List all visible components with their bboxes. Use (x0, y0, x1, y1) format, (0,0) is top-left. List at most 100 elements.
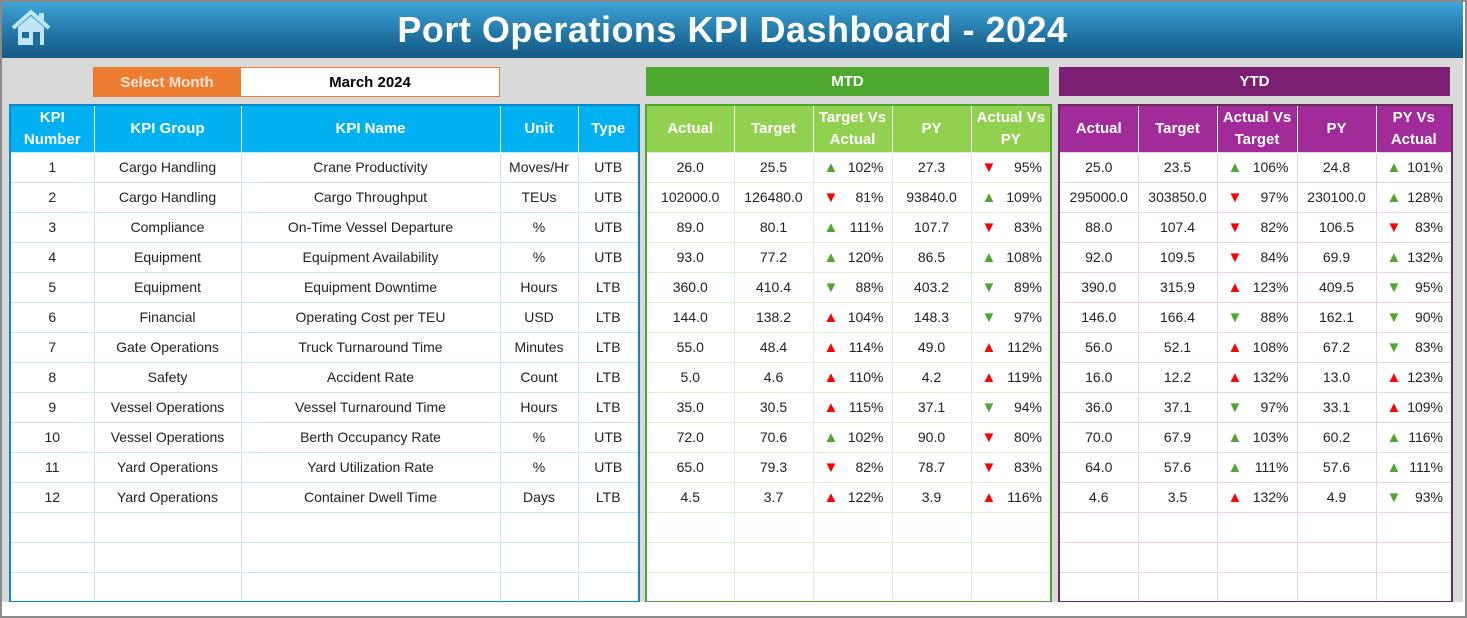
comparison-cell: ▲ 104% (812, 301, 893, 333)
table-row: 88.0 107.4 ▼ 82% 106.5 ▼ 83% (1058, 211, 1453, 243)
kpi-group-cell: Yard Operations (93, 481, 242, 513)
value-cell: 57.6 (1137, 451, 1218, 483)
percent-value: 120% (847, 249, 884, 265)
column-header: Type (578, 105, 640, 152)
month-dropdown[interactable]: March 2024 (240, 67, 500, 97)
value-cell: 48.4 (733, 331, 814, 363)
empty-cell (93, 511, 242, 543)
kpi-num-cell: 5 (9, 271, 95, 303)
empty-cell (812, 541, 893, 573)
value-cell: 35.0 (645, 391, 735, 423)
percent-value: 83% (1013, 459, 1042, 475)
kpi-type-cell: LTB (577, 391, 640, 423)
table-row: 92.0 109.5 ▼ 84% 69.9 ▲ 132% (1058, 241, 1453, 273)
triangle-up-icon: ▲ (1386, 248, 1402, 266)
value-cell: 4.5 (645, 481, 735, 513)
empty-cell (1296, 511, 1377, 543)
kpi-unit-cell: % (499, 451, 579, 483)
kpi-group-cell: Compliance (93, 211, 242, 243)
triangle-up-icon: ▲ (1386, 458, 1402, 476)
value-cell: 13.0 (1296, 361, 1377, 393)
column-header: Actual Vs Target (1217, 105, 1298, 152)
value-cell: 80.1 (733, 211, 814, 243)
comparison-cell: ▼ 82% (812, 451, 893, 483)
percent-value: 80% (1013, 429, 1042, 445)
kpi-unit-cell: Moves/Hr (499, 151, 579, 183)
percent-value: 114% (848, 339, 884, 355)
percent-value: 132% (1407, 249, 1443, 265)
comparison-cell: ▲ 116% (1375, 421, 1453, 453)
triangle-up-icon: ▲ (1227, 158, 1243, 176)
triangle-up-icon: ▲ (823, 398, 839, 416)
column-header: Actual (1059, 105, 1139, 152)
value-cell: 107.7 (891, 211, 972, 243)
percent-value: 115% (848, 399, 884, 415)
percent-value: 111% (1409, 459, 1443, 475)
value-cell: 65.0 (645, 451, 735, 483)
title-bar: Port Operations KPI Dashboard - 2024 (2, 2, 1463, 58)
percent-value: 97% (1013, 309, 1042, 325)
triangle-up-icon: ▲ (823, 488, 839, 506)
kpi-info-table: KPI Number KPI Group KPI Name Unit Type 1 Carg… (9, 104, 640, 603)
column-header: PY (1297, 105, 1377, 152)
empty-row (1058, 571, 1453, 603)
kpi-type-cell: UTB (577, 241, 640, 273)
empty-row (645, 511, 1052, 543)
comparison-cell: ▼ 95% (970, 151, 1052, 183)
home-icon[interactable] (10, 8, 52, 48)
empty-cell (9, 571, 95, 603)
table-row: 70.0 67.9 ▲ 103% 60.2 ▲ 116% (1058, 421, 1453, 453)
table-row: 9 Vessel Operations Vessel Turnaround Time… (9, 391, 640, 423)
value-cell: 30.5 (733, 391, 814, 423)
table-row: 65.0 79.3 ▼ 82% 78.7 ▼ 83% (645, 451, 1052, 483)
percent-value: 102% (847, 429, 884, 445)
value-cell: 37.1 (891, 391, 972, 423)
triangle-down-icon: ▼ (981, 158, 997, 176)
table-row: 6 Financial Operating Cost per TEU USD LTB (9, 301, 640, 333)
value-cell: 390.0 (1058, 271, 1139, 303)
triangle-up-icon: ▲ (1386, 188, 1402, 206)
empty-cell (812, 511, 893, 543)
empty-cell (645, 571, 735, 603)
table-row: 10 Vessel Operations Berth Occupancy Rate%… (9, 421, 640, 453)
empty-cell (1058, 571, 1139, 603)
kpi-name-cell: Equipment Downtime (240, 271, 501, 303)
value-cell: 4.6 (1058, 481, 1139, 513)
value-cell: 79.3 (733, 451, 814, 483)
table-row: 4.6 3.5 ▲ 132% 4.9 ▼ 93% (1058, 481, 1453, 513)
comparison-cell: ▲ 102% (812, 421, 893, 453)
comparison-cell: ▼ 97% (970, 301, 1052, 333)
empty-cell (240, 541, 501, 573)
comparison-cell: ▲ 119% (970, 361, 1052, 393)
percent-value: 102% (847, 159, 884, 175)
value-cell: 92.0 (1058, 241, 1139, 273)
percent-value: 110% (848, 369, 884, 385)
comparison-cell: ▼ 93% (1375, 481, 1453, 513)
table-row: 144.0 138.2 ▲ 104% 148.3 ▼ 97% (645, 301, 1052, 333)
comparison-cell: ▼ 80% (970, 421, 1052, 453)
comparison-cell: ▲ 132% (1375, 241, 1453, 273)
value-cell: 37.1 (1137, 391, 1218, 423)
kpi-num-cell: 6 (9, 301, 95, 333)
kpi-name-cell: Equipment Availability (240, 241, 501, 273)
empty-cell (733, 511, 814, 543)
triangle-up-icon: ▲ (823, 158, 839, 176)
kpi-unit-cell: % (499, 241, 579, 273)
kpi-type-cell: UTB (577, 211, 640, 243)
value-cell: 25.5 (733, 151, 814, 183)
kpi-num-cell: 7 (9, 331, 95, 363)
table-row: 93.0 77.2 ▲ 120% 86.5 ▲ 108% (645, 241, 1052, 273)
mtd-banner: MTD (646, 67, 1049, 96)
empty-cell (645, 511, 735, 543)
percent-value: 101% (1407, 159, 1443, 175)
empty-cell (891, 571, 972, 603)
column-header: KPI Name (241, 105, 501, 152)
kpi-num-cell: 3 (9, 211, 95, 243)
comparison-cell: ▲ 132% (1216, 481, 1298, 513)
triangle-down-icon: ▼ (823, 188, 839, 206)
kpi-num-cell: 4 (9, 241, 95, 273)
empty-cell (1137, 511, 1218, 543)
percent-value: 83% (1013, 219, 1042, 235)
triangle-up-icon: ▲ (981, 488, 997, 506)
comparison-cell: ▲ 101% (1375, 151, 1453, 183)
